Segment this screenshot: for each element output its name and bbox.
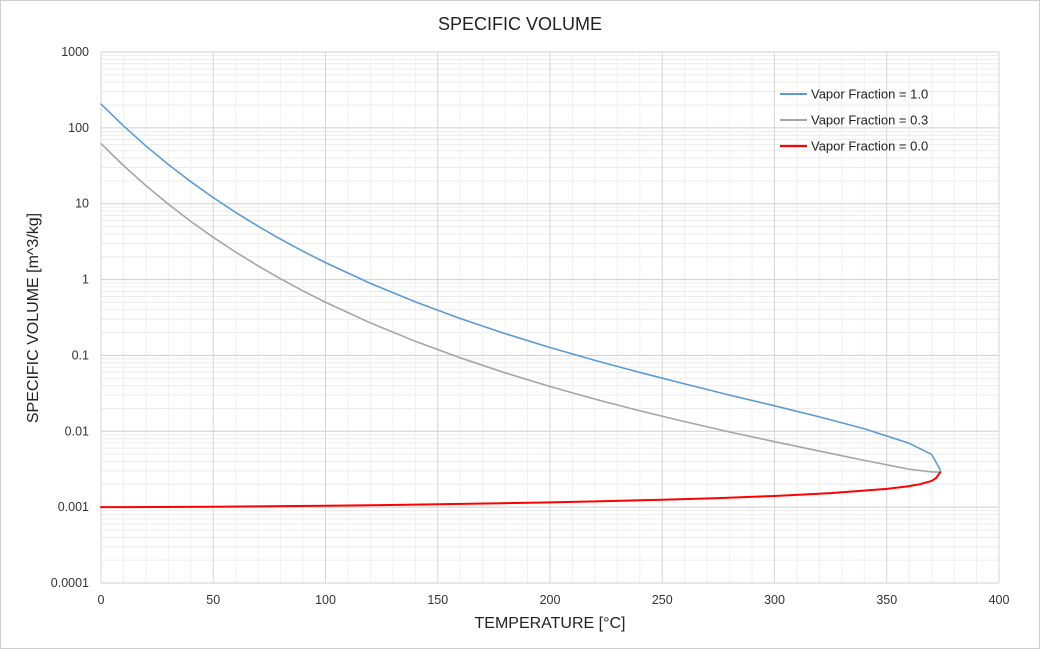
x-tick-label: 250 — [652, 593, 673, 607]
series-layer — [100, 103, 942, 509]
legend: Vapor Fraction = 1.0 Vapor Fraction = 0.3… — [780, 87, 928, 154]
series-line-3 — [100, 471, 942, 509]
x-tick-label: 300 — [764, 593, 785, 607]
series-line-2 — [100, 142, 942, 473]
legend-label: Vapor Fraction = 0.0 — [811, 139, 928, 154]
x-tick-label: 50 — [206, 593, 220, 607]
y-tick-label: 0.01 — [65, 424, 89, 438]
x-tick-label: 400 — [989, 593, 1010, 607]
x-tick-label: 200 — [540, 593, 561, 607]
major-gridlines — [100, 51, 1000, 584]
y-tick-label: 0.001 — [58, 500, 89, 514]
y-tick-label: 0.1 — [72, 348, 89, 362]
y-tick-label: 1000 — [61, 45, 89, 59]
legend-label: Vapor Fraction = 0.3 — [811, 113, 928, 128]
y-tick-labels: 0.0001 0.001 0.01 0.1 1 10 100 1000 — [51, 45, 89, 590]
x-axis-title: TEMPERATURE [°C] — [475, 615, 626, 632]
series-line-1 — [100, 103, 942, 471]
chart-title: SPECIFIC VOLUME — [438, 14, 602, 34]
x-tick-label: 350 — [876, 593, 897, 607]
y-tick-label: 0.0001 — [51, 576, 89, 590]
y-axis-title: SPECIFIC VOLUME [m^3/kg] — [25, 213, 42, 423]
y-tick-label: 10 — [75, 197, 89, 211]
y-tick-label: 1 — [82, 273, 89, 287]
x-tick-label: 100 — [315, 593, 336, 607]
x-tick-label: 150 — [427, 593, 448, 607]
legend-label: Vapor Fraction = 1.0 — [811, 87, 928, 102]
y-tick-label: 100 — [68, 121, 89, 135]
x-tick-labels: 0 50 100 150 200 250 300 350 400 — [98, 593, 1010, 607]
x-tick-label: 0 — [98, 593, 105, 607]
